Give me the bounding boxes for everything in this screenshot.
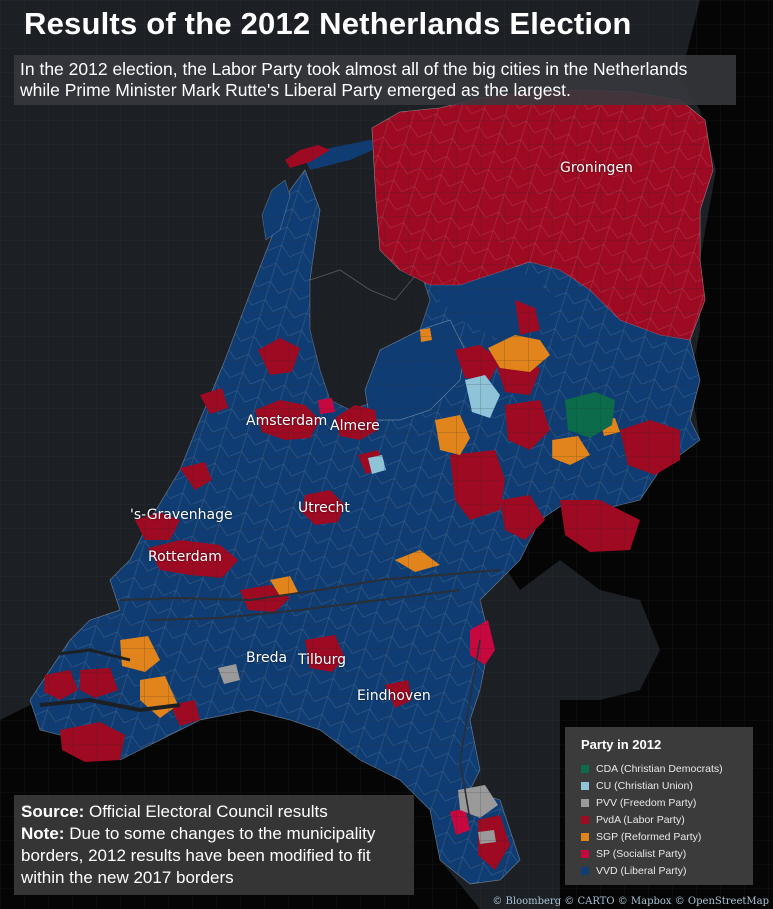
source-line: Source: Official Electoral Council resul… <box>21 801 407 823</box>
source-text: Official Electoral Council results <box>89 802 328 821</box>
legend-swatch <box>581 866 589 875</box>
city-label-almere: Almere <box>330 418 380 434</box>
legend-item: CU (Christian Union) <box>581 777 737 794</box>
page-title: Results of the 2012 Netherlands Election <box>24 6 632 41</box>
city-label-utrecht: Utrecht <box>298 500 350 516</box>
legend-item: PvdA (Labor Party) <box>581 811 737 828</box>
legend-label: PVV (Freedom Party) <box>596 796 697 809</box>
legend-swatch <box>581 764 589 773</box>
legend-label: SGP (Reformed Party) <box>596 830 702 843</box>
subtitle: In the 2012 election, the Labor Party to… <box>14 55 736 105</box>
note-line: Note: Due to some changes to the municip… <box>21 823 407 889</box>
legend-item: VVD (Liberal Party) <box>581 862 737 879</box>
city-label-s-gravenhage: 's-Gravenhage <box>130 507 233 523</box>
legend-item: SP (Socialist Party) <box>581 845 737 862</box>
legend-swatch <box>581 832 589 841</box>
note-text: Due to some changes to the municipality … <box>21 824 376 887</box>
city-label-amsterdam: Amsterdam <box>246 413 328 429</box>
city-label-eindhoven: Eindhoven <box>357 688 431 704</box>
legend-item: PVV (Freedom Party) <box>581 794 737 811</box>
legend-label: SP (Socialist Party) <box>596 847 687 860</box>
legend-item: CDA (Christian Democrats) <box>581 760 737 777</box>
city-label-tilburg: Tilburg <box>298 652 347 668</box>
map-attribution[interactable]: © Bloomberg © CARTO © Mapbox © OpenStree… <box>492 896 769 907</box>
legend-label: PvdA (Labor Party) <box>596 813 685 826</box>
source-label: Source: <box>21 802 85 821</box>
legend-label: CDA (Christian Democrats) <box>596 762 723 775</box>
city-label-groningen: Groningen <box>560 160 633 176</box>
source-note-box: Source: Official Electoral Council resul… <box>14 795 414 895</box>
legend-title: Party in 2012 <box>581 737 662 752</box>
note-label: Note: <box>21 824 65 843</box>
legend-label: CU (Christian Union) <box>596 779 693 792</box>
legend-swatch <box>581 849 589 858</box>
legend-item: SGP (Reformed Party) <box>581 828 737 845</box>
legend-swatch <box>581 781 589 790</box>
legend-swatch <box>581 798 589 807</box>
legend-items: CDA (Christian Democrats) CU (Christian U… <box>581 760 737 879</box>
legend-label: VVD (Liberal Party) <box>596 864 687 877</box>
map-legend: Party in 2012 CDA (Christian Democrats) C… <box>565 727 753 885</box>
city-label-rotterdam: Rotterdam <box>148 549 222 565</box>
city-label-breda: Breda <box>246 650 288 666</box>
legend-swatch <box>581 815 589 824</box>
